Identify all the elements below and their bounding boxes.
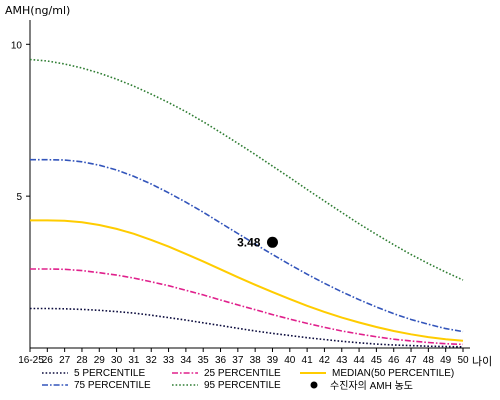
x-tick-label: 41 xyxy=(302,355,314,366)
x-tick-label: 32 xyxy=(146,355,158,366)
x-tick-label: 29 xyxy=(94,355,106,366)
x-tick-label: 34 xyxy=(180,355,192,366)
series-line xyxy=(30,307,464,348)
y-ticks: 5 10 xyxy=(11,40,30,203)
x-tick-label: 49 xyxy=(440,355,452,366)
x-tick-label: 26 xyxy=(42,355,54,366)
legend-label: 25 PERCENTILE xyxy=(204,368,281,379)
y-axis-title: AMH(ng/ml) xyxy=(5,4,70,17)
x-tick-label: 16-25 xyxy=(18,355,44,366)
x-tick-label: 39 xyxy=(267,355,279,366)
patient-amh-marker xyxy=(266,236,278,248)
legend-label: 75 PERCENTILE xyxy=(74,380,151,391)
x-tick-label: 46 xyxy=(388,355,400,366)
axes: AMH(ng/ml) 나이 xyxy=(5,4,492,368)
x-tick-label: 40 xyxy=(284,355,296,366)
patient-amh-value-label: 3.48 xyxy=(237,235,261,249)
legend: 5 PERCENTILE 25 PERCENTILE MEDIAN(50 PERCE… xyxy=(42,368,454,392)
x-tick-label: 38 xyxy=(250,355,262,366)
x-tick-label: 44 xyxy=(354,355,366,366)
x-tick-label: 27 xyxy=(59,355,71,366)
x-tick-label: 31 xyxy=(128,355,140,366)
x-tick-label: 35 xyxy=(198,355,210,366)
series-lines xyxy=(29,58,464,348)
x-tick-label: 47 xyxy=(405,355,417,366)
marker-layer: 3.48 xyxy=(237,235,278,249)
legend-label: MEDIAN(50 PERCENTILE) xyxy=(332,368,454,379)
legend-label: 수진자의 AMH 농도 xyxy=(330,380,413,392)
x-tick-label: 48 xyxy=(423,355,435,366)
x-tick-label: 28 xyxy=(76,355,88,366)
x-tick-label: 42 xyxy=(319,355,331,366)
series-line xyxy=(30,219,464,342)
y-tick-label: 10 xyxy=(11,40,23,51)
legend-marker-swatch xyxy=(310,381,318,389)
series-line xyxy=(30,268,464,346)
x-axis-title: 나이 xyxy=(472,355,492,368)
legend-label: 95 PERCENTILE xyxy=(204,380,281,391)
legend-label: 5 PERCENTILE xyxy=(74,368,145,379)
series-line xyxy=(30,158,464,333)
x-tick-label: 37 xyxy=(232,355,244,366)
x-tick-label: 36 xyxy=(215,355,227,366)
x-tick-label: 30 xyxy=(111,355,123,366)
x-tick-label: 33 xyxy=(163,355,175,366)
x-tick-label: 50 xyxy=(457,355,469,366)
x-tick-label: 45 xyxy=(371,355,383,366)
y-tick-label: 5 xyxy=(16,192,22,203)
x-tick-label: 43 xyxy=(336,355,348,366)
